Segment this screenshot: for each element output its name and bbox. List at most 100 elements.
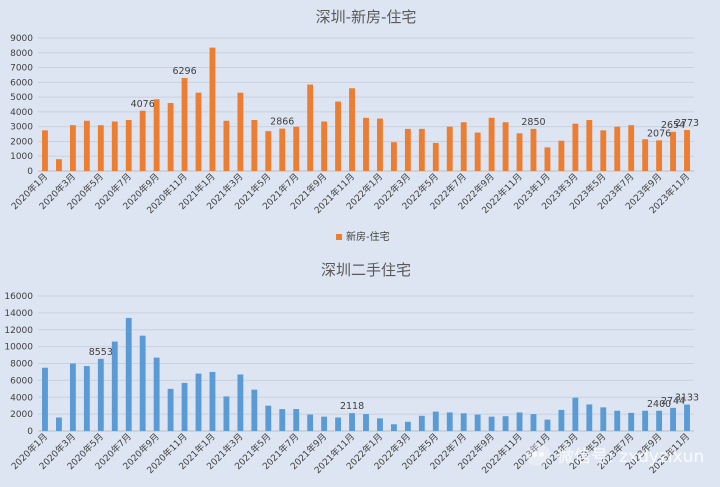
bar (586, 404, 593, 431)
bar (181, 382, 188, 431)
data-label: 4076 (131, 99, 155, 110)
bar (279, 128, 286, 171)
bar (125, 120, 132, 171)
y-tick-label: 4000 (10, 108, 33, 118)
bar (83, 366, 90, 431)
data-label: 2400 (647, 399, 671, 410)
wechat-icon (525, 443, 551, 466)
data-label: 2118 (340, 401, 364, 412)
bar (516, 133, 523, 171)
bar (209, 371, 216, 431)
data-label: 8553 (89, 347, 113, 358)
bar (293, 126, 300, 171)
bar (474, 414, 481, 431)
y-tick-label: 0 (27, 167, 33, 177)
y-tick-label: 1000 (10, 152, 33, 162)
bar (335, 101, 342, 171)
data-label: 3133 (675, 393, 699, 404)
bar (251, 120, 258, 171)
bar (572, 397, 579, 431)
bar (558, 140, 565, 171)
bar (404, 421, 411, 431)
bar (265, 131, 272, 171)
bar (42, 367, 48, 431)
data-label: 2654 (661, 120, 685, 131)
bar (404, 128, 411, 171)
y-tick-label: 2000 (10, 137, 33, 147)
bar (670, 407, 676, 431)
bar (335, 417, 342, 431)
bar (558, 409, 565, 431)
bar (628, 412, 635, 431)
bar (111, 121, 118, 171)
y-tick-label: 12000 (4, 326, 33, 336)
y-tick-label: 3000 (10, 123, 33, 133)
bar (237, 92, 244, 171)
bar (209, 47, 216, 171)
bar (572, 123, 579, 171)
bar (42, 130, 48, 171)
bar (600, 407, 607, 431)
bar (223, 120, 230, 171)
watermark-text: 微信号: zxdyzixun (557, 447, 705, 467)
bar (167, 388, 174, 431)
bar (488, 117, 495, 171)
bar (363, 414, 369, 431)
bar (586, 120, 593, 171)
y-tick-label: 2000 (10, 410, 33, 420)
bar (656, 410, 663, 431)
data-label: 6296 (172, 66, 196, 77)
bar (307, 84, 314, 171)
bar (377, 118, 383, 171)
data-label: 2773 (675, 118, 699, 129)
bar (97, 358, 104, 431)
data-label: 2866 (270, 117, 294, 128)
y-tick-label: 8000 (10, 360, 33, 370)
bar (251, 389, 258, 431)
bar (321, 121, 328, 171)
bar (488, 416, 495, 431)
data-label: 2076 (647, 128, 671, 139)
chart-new-home: 深圳-新房-住宅 0 1000 2000 3000 4000 5000 6000 7000 800… (9, 8, 699, 243)
bar (656, 140, 663, 171)
bar (530, 414, 537, 431)
bar (418, 415, 425, 431)
bar (502, 122, 509, 171)
chart-title: 深圳二手住宅 (321, 261, 411, 279)
bar (390, 424, 397, 431)
bar (600, 130, 607, 171)
bar (642, 139, 649, 171)
bar (614, 126, 621, 171)
bar (642, 410, 649, 431)
bar (349, 413, 355, 431)
bar (307, 414, 314, 431)
bar (195, 373, 202, 431)
data-label: 2744 (661, 396, 685, 407)
bar (223, 396, 230, 431)
legend-label: 新房-住宅 (346, 230, 390, 243)
bar (69, 363, 76, 431)
bar (474, 132, 481, 171)
bar (349, 88, 355, 171)
data-label: 2850 (521, 117, 545, 128)
bar (111, 341, 118, 431)
bar (279, 409, 286, 431)
y-tick-label: 14000 (4, 309, 33, 319)
y-tick-label: 10000 (4, 343, 33, 353)
bar (684, 404, 690, 431)
y-tick-label: 6000 (10, 376, 33, 386)
bar (432, 411, 439, 431)
bar (432, 142, 439, 171)
bar (390, 142, 397, 171)
bar (181, 77, 188, 171)
bar (614, 410, 621, 431)
bar (418, 128, 425, 171)
bar (628, 125, 635, 171)
bar (139, 335, 146, 431)
bar (237, 374, 244, 431)
y-tick-label: 5000 (10, 93, 33, 103)
bar (446, 412, 453, 431)
bar (460, 122, 467, 171)
bar (265, 405, 272, 431)
bar (516, 412, 523, 431)
